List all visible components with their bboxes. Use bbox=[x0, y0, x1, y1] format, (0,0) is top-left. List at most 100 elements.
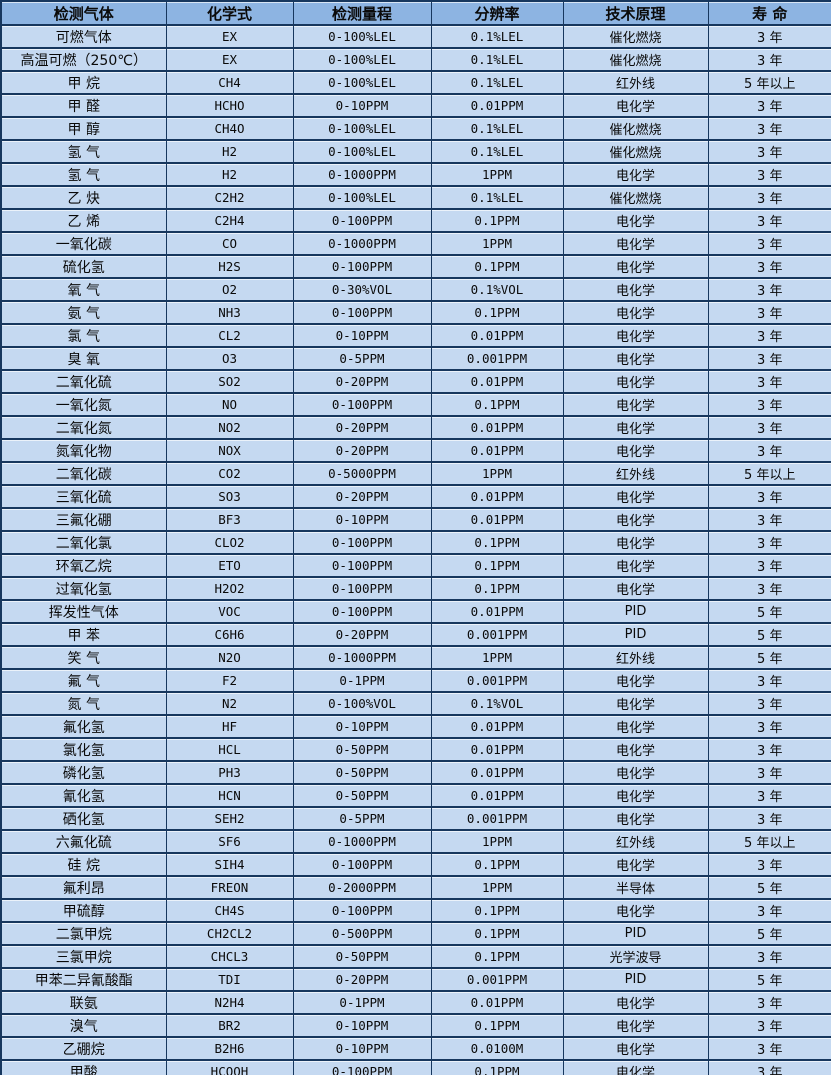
cell-principle: 电化学 bbox=[562, 806, 709, 831]
cell-resolution: 0.1%LEL bbox=[430, 70, 564, 95]
table-row: 三氟化硼 BF3 0-10PPM 0.01PPM 电化学 3 年 bbox=[0, 507, 831, 532]
cell-resolution: 0.01PPM bbox=[430, 484, 564, 509]
cell-gas-name: 氨 气 bbox=[0, 300, 167, 325]
cell-lifespan: 3 年 bbox=[707, 576, 831, 601]
cell-resolution: 1PPM bbox=[430, 829, 564, 854]
cell-principle: 红外线 bbox=[562, 645, 709, 670]
cell-lifespan: 3 年 bbox=[707, 990, 831, 1015]
cell-resolution: 0.1PPM bbox=[430, 300, 564, 325]
table-row: 甲 苯 C6H6 0-20PPM 0.001PPM PID 5 年 bbox=[0, 622, 831, 647]
table-row: 磷化氢 PH3 0-50PPM 0.01PPM 电化学 3 年 bbox=[0, 760, 831, 785]
cell-range: 0-50PPM bbox=[292, 760, 432, 785]
table-row: 甲 烷 CH4 0-100%LEL 0.1%LEL 红外线 5 年以上 bbox=[0, 70, 831, 95]
cell-principle: 电化学 bbox=[562, 323, 709, 348]
cell-formula: ETO bbox=[165, 553, 294, 578]
cell-gas-name: 乙硼烷 bbox=[0, 1036, 167, 1061]
cell-resolution: 0.01PPM bbox=[430, 760, 564, 785]
cell-gas-name: 乙 烯 bbox=[0, 208, 167, 233]
table-row: 氮 气 N2 0-100%VOL 0.1%VOL 电化学 3 年 bbox=[0, 691, 831, 716]
cell-range: 0-100PPM bbox=[292, 553, 432, 578]
cell-resolution: 0.01PPM bbox=[430, 369, 564, 394]
cell-formula: PH3 bbox=[165, 760, 294, 785]
cell-range: 0-100PPM bbox=[292, 392, 432, 417]
cell-range: 0-1000PPM bbox=[292, 829, 432, 854]
cell-resolution: 0.001PPM bbox=[430, 806, 564, 831]
cell-range: 0-100%LEL bbox=[292, 70, 432, 95]
cell-lifespan: 3 年 bbox=[707, 944, 831, 969]
cell-lifespan: 5 年 bbox=[707, 599, 831, 624]
cell-range: 0-10PPM bbox=[292, 323, 432, 348]
cell-resolution: 0.1%LEL bbox=[430, 116, 564, 141]
cell-range: 0-2000PPM bbox=[292, 875, 432, 900]
column-header-principle: 技术原理 bbox=[562, 0, 709, 26]
table-row: 氧 气 O2 0-30%VOL 0.1%VOL 电化学 3 年 bbox=[0, 277, 831, 302]
cell-formula: NH3 bbox=[165, 300, 294, 325]
table-row: 硒化氢 SEH2 0-5PPM 0.001PPM 电化学 3 年 bbox=[0, 806, 831, 831]
cell-principle: 电化学 bbox=[562, 277, 709, 302]
cell-gas-name: 一氧化氮 bbox=[0, 392, 167, 417]
cell-formula: EX bbox=[165, 47, 294, 72]
cell-principle: 电化学 bbox=[562, 484, 709, 509]
table-body: 可燃气体 EX 0-100%LEL 0.1%LEL 催化燃烧 3 年 高温可燃（… bbox=[0, 24, 831, 1075]
cell-resolution: 0.1PPM bbox=[430, 898, 564, 923]
cell-range: 0-10PPM bbox=[292, 1036, 432, 1061]
cell-resolution: 0.01PPM bbox=[430, 990, 564, 1015]
cell-lifespan: 3 年 bbox=[707, 300, 831, 325]
cell-resolution: 0.001PPM bbox=[430, 346, 564, 371]
table-row: 二氧化硫 SO2 0-20PPM 0.01PPM 电化学 3 年 bbox=[0, 369, 831, 394]
cell-gas-name: 氯化氢 bbox=[0, 737, 167, 762]
cell-lifespan: 3 年 bbox=[707, 438, 831, 463]
cell-formula: SO3 bbox=[165, 484, 294, 509]
cell-principle: 电化学 bbox=[562, 1059, 709, 1075]
column-header-range: 检测量程 bbox=[292, 0, 432, 26]
cell-lifespan: 3 年 bbox=[707, 553, 831, 578]
cell-formula: SF6 bbox=[165, 829, 294, 854]
cell-lifespan: 3 年 bbox=[707, 47, 831, 72]
table-row: 臭 氧 O3 0-5PPM 0.001PPM 电化学 3 年 bbox=[0, 346, 831, 371]
cell-lifespan: 3 年 bbox=[707, 392, 831, 417]
cell-lifespan: 3 年 bbox=[707, 139, 831, 164]
cell-principle: 电化学 bbox=[562, 254, 709, 279]
table-row: 乙硼烷 B2H6 0-10PPM 0.0100M 电化学 3 年 bbox=[0, 1036, 831, 1061]
cell-formula: NOX bbox=[165, 438, 294, 463]
cell-lifespan: 3 年 bbox=[707, 208, 831, 233]
cell-resolution: 0.01PPM bbox=[430, 93, 564, 118]
cell-lifespan: 5 年 bbox=[707, 875, 831, 900]
cell-resolution: 0.1PPM bbox=[430, 921, 564, 946]
cell-range: 0-100PPM bbox=[292, 300, 432, 325]
cell-range: 0-20PPM bbox=[292, 415, 432, 440]
cell-resolution: 1PPM bbox=[430, 461, 564, 486]
cell-principle: PID bbox=[562, 967, 709, 992]
table-row: 三氯甲烷 CHCL3 0-50PPM 0.1PPM 光学波导 3 年 bbox=[0, 944, 831, 969]
cell-lifespan: 5 年以上 bbox=[707, 461, 831, 486]
cell-lifespan: 3 年 bbox=[707, 507, 831, 532]
cell-formula: B2H6 bbox=[165, 1036, 294, 1061]
cell-lifespan: 3 年 bbox=[707, 737, 831, 762]
cell-lifespan: 3 年 bbox=[707, 185, 831, 210]
table-row: 乙 炔 C2H2 0-100%LEL 0.1%LEL 催化燃烧 3 年 bbox=[0, 185, 831, 210]
cell-gas-name: 六氟化硫 bbox=[0, 829, 167, 854]
table-row: 溴气 BR2 0-10PPM 0.1PPM 电化学 3 年 bbox=[0, 1013, 831, 1038]
cell-formula: TDI bbox=[165, 967, 294, 992]
cell-range: 0-1PPM bbox=[292, 990, 432, 1015]
cell-range: 0-50PPM bbox=[292, 737, 432, 762]
cell-lifespan: 3 年 bbox=[707, 484, 831, 509]
table-row: 过氧化氢 H2O2 0-100PPM 0.1PPM 电化学 3 年 bbox=[0, 576, 831, 601]
cell-resolution: 0.01PPM bbox=[430, 737, 564, 762]
cell-lifespan: 3 年 bbox=[707, 369, 831, 394]
cell-formula: CO2 bbox=[165, 461, 294, 486]
cell-resolution: 1PPM bbox=[430, 162, 564, 187]
column-header-lifespan: 寿 命 bbox=[707, 0, 831, 26]
cell-range: 0-20PPM bbox=[292, 369, 432, 394]
cell-resolution: 0.1PPM bbox=[430, 254, 564, 279]
table-row: 乙 烯 C2H4 0-100PPM 0.1PPM 电化学 3 年 bbox=[0, 208, 831, 233]
cell-principle: 电化学 bbox=[562, 300, 709, 325]
cell-gas-name: 硫化氢 bbox=[0, 254, 167, 279]
cell-range: 0-100%LEL bbox=[292, 24, 432, 49]
cell-lifespan: 3 年 bbox=[707, 760, 831, 785]
cell-range: 0-20PPM bbox=[292, 484, 432, 509]
cell-formula: SO2 bbox=[165, 369, 294, 394]
table-row: 笑 气 N2O 0-1000PPM 1PPM 红外线 5 年 bbox=[0, 645, 831, 670]
cell-gas-name: 环氧乙烷 bbox=[0, 553, 167, 578]
